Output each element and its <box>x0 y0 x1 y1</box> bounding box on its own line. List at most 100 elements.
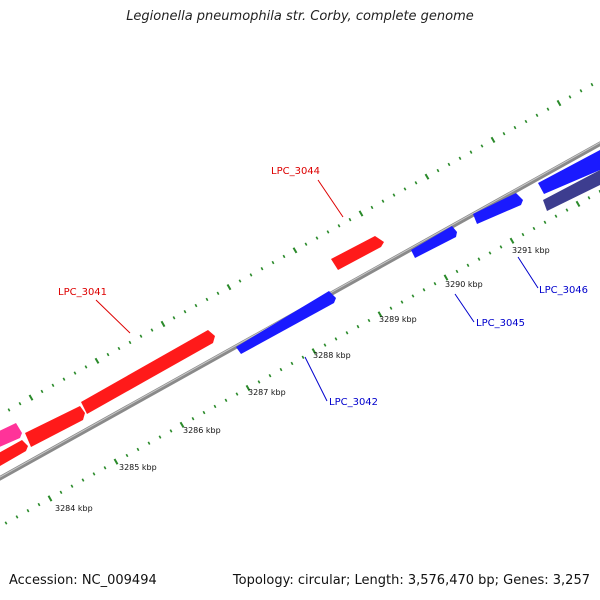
outer-major-tick <box>490 136 496 143</box>
genome-summary-text: Topology: circular; Length: 3,576,470 bp… <box>232 573 590 588</box>
inner-minor-tick <box>224 398 228 402</box>
gene-label-lpc3044[interactable]: LPC_3044 <box>271 166 320 177</box>
outer-minor-tick <box>51 383 55 387</box>
inner-minor-tick <box>499 245 503 249</box>
inner-minor-tick <box>15 515 19 519</box>
inner-minor-tick <box>356 324 360 329</box>
tick-label-3286: 3286 kbp <box>183 426 221 435</box>
outer-minor-tick <box>348 217 352 222</box>
outer-minor-tick <box>524 119 528 124</box>
outer-tick-track <box>7 82 594 412</box>
gene-forward-a[interactable] <box>25 406 85 447</box>
outer-minor-tick <box>337 224 341 228</box>
outer-minor-tick <box>62 377 66 381</box>
inner-minor-tick <box>279 367 283 372</box>
inner-minor-tick <box>521 232 525 237</box>
outer-minor-tick <box>535 113 539 117</box>
inner-minor-tick <box>323 343 327 347</box>
outer-minor-tick <box>150 328 154 332</box>
leader-lpc3041 <box>95 299 131 334</box>
outer-minor-tick <box>304 242 308 246</box>
inner-minor-tick <box>26 509 30 513</box>
inner-minor-tick <box>455 269 459 274</box>
inner-minor-tick <box>543 220 547 224</box>
outer-minor-tick <box>271 260 275 265</box>
inner-minor-tick <box>257 380 261 384</box>
inner-minor-tick <box>554 214 558 218</box>
accession-text: Accession: NC_009494 <box>9 573 157 588</box>
gene-forward-edge[interactable] <box>0 440 28 466</box>
gene-forward-pink[interactable] <box>0 423 22 449</box>
outer-major-tick <box>292 247 298 254</box>
outer-minor-tick <box>73 371 77 375</box>
inner-minor-tick <box>477 257 481 261</box>
outer-major-tick <box>28 394 34 401</box>
outer-minor-tick <box>84 365 88 369</box>
outer-minor-tick <box>403 187 407 191</box>
inner-minor-tick <box>334 337 338 341</box>
leader-lpc3042 <box>304 356 328 402</box>
inner-major-tick <box>113 458 119 465</box>
outer-minor-tick <box>7 408 11 412</box>
gene-label-lpc3041[interactable]: LPC_3041 <box>58 287 107 298</box>
outer-major-tick <box>226 284 232 291</box>
gene-reverse-a[interactable] <box>473 193 523 224</box>
inner-minor-tick <box>367 318 371 323</box>
outer-minor-tick <box>106 352 110 357</box>
inner-minor-tick <box>411 294 415 298</box>
gene-label-lpc3045[interactable]: LPC_3045 <box>476 318 525 329</box>
gene-reverse-lpc3045[interactable] <box>411 226 457 258</box>
inner-minor-tick <box>158 435 162 439</box>
outer-minor-tick <box>370 205 374 210</box>
tick-label-3285: 3285 kbp <box>119 463 157 472</box>
inner-minor-tick <box>268 374 272 378</box>
inner-tick-track <box>4 189 600 525</box>
outer-minor-tick <box>183 310 187 314</box>
outer-minor-tick <box>216 291 220 295</box>
inner-minor-tick <box>136 447 140 452</box>
outer-minor-tick <box>238 279 242 283</box>
gene-reverse-other[interactable] <box>543 170 600 211</box>
outer-minor-tick <box>282 254 286 259</box>
outer-minor-tick <box>260 267 264 271</box>
inner-minor-tick <box>125 453 129 458</box>
tick-label-3290: 3290 kbp <box>445 280 483 289</box>
inner-major-tick <box>377 311 383 318</box>
gene-forward-lpc3044[interactable] <box>331 236 384 270</box>
inner-major-tick <box>509 237 515 244</box>
outer-major-tick <box>160 320 166 328</box>
inner-minor-tick <box>400 300 404 304</box>
outer-major-tick <box>424 173 430 180</box>
outer-minor-tick <box>315 236 319 240</box>
inner-minor-tick <box>389 306 393 310</box>
inner-minor-tick <box>290 361 294 366</box>
leader-lpc3044 <box>317 179 344 218</box>
inner-minor-tick <box>81 478 85 482</box>
outer-minor-tick <box>590 82 594 87</box>
gene-label-lpc3046[interactable]: LPC_3046 <box>539 285 588 296</box>
gene-reverse-lpc3046[interactable] <box>538 150 600 194</box>
inner-minor-tick <box>301 355 305 359</box>
outer-minor-tick <box>392 193 396 197</box>
gene-forward-lpc3041[interactable] <box>81 330 215 414</box>
outer-minor-tick <box>326 230 330 234</box>
tick-label-3289: 3289 kbp <box>379 315 417 324</box>
inner-major-tick <box>443 274 449 281</box>
inner-minor-tick <box>4 521 8 525</box>
inner-minor-tick <box>235 392 239 396</box>
inner-minor-tick <box>147 441 151 445</box>
inner-minor-tick <box>37 502 41 507</box>
inner-minor-tick <box>466 263 470 267</box>
gene-reverse-lpc3042[interactable] <box>236 291 336 354</box>
outer-minor-tick <box>194 303 198 308</box>
inner-minor-tick <box>92 472 96 476</box>
inner-minor-tick <box>191 417 195 421</box>
map-title: Legionella pneumophila str. Corby, compl… <box>126 9 474 24</box>
leader-lpc3046 <box>517 256 539 289</box>
inner-minor-tick <box>202 410 206 415</box>
outer-minor-tick <box>447 162 451 167</box>
inner-major-tick <box>245 384 251 392</box>
outer-minor-tick <box>436 168 440 173</box>
gene-label-lpc3042[interactable]: LPC_3042 <box>329 397 378 408</box>
